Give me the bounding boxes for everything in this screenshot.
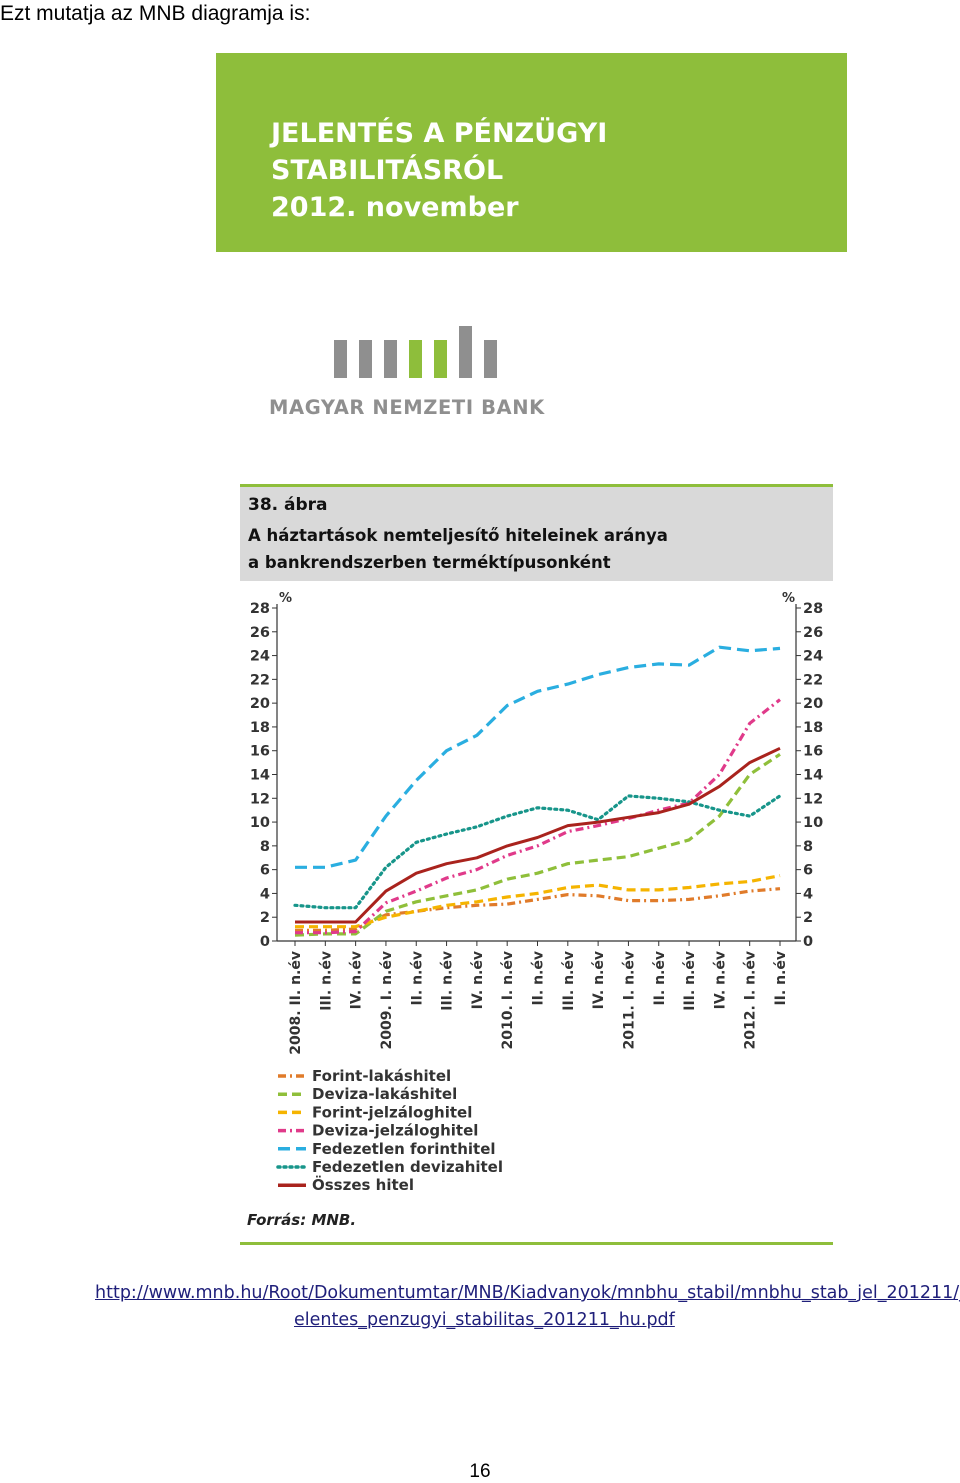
x-tick-label: 2011. I. n.év (621, 951, 637, 1049)
legend-label: Fedezetlen forinthitel (312, 1140, 496, 1158)
x-tick-label: II. n.év (652, 951, 668, 1006)
mnb-logo: MAGYAR NEMZETI BANK (266, 320, 566, 430)
banner-title-line2: 2012. november (271, 192, 519, 223)
y-tick-label-right: 6 (803, 863, 813, 879)
y-tick-label-left: 0 (260, 934, 270, 950)
series-line (295, 645, 781, 869)
x-tick-label: 2008. II. n.év (288, 951, 304, 1055)
x-tick-label: II. n.év (773, 951, 789, 1006)
series-line (294, 752, 781, 937)
x-tick-label: 2009. I. n.év (379, 951, 395, 1049)
series-line (295, 698, 781, 935)
y-tick-label-left: 22 (250, 672, 270, 688)
x-tick-label: IV. n.év (712, 951, 728, 1009)
legend-label: Összes hitel (312, 1175, 414, 1194)
x-tick-label: III. n.év (561, 951, 577, 1011)
banner-title: JELENTÉS A PÉNZÜGYI STABILITÁSRÓL 2012. … (271, 115, 847, 226)
figure-title-line2: a bankrendszerben terméktípusonként (248, 553, 611, 572)
legend-label: Fedezetlen devizahitel (312, 1158, 503, 1176)
y-tick-label-right: 14 (803, 768, 823, 784)
figure-title: A háztartások nemteljesítő hiteleinek ar… (248, 522, 668, 576)
y-tick-label-left: 6 (260, 863, 270, 879)
x-tick-label: 2012. I. n.év (743, 951, 759, 1049)
series-line (295, 887, 781, 932)
x-tick-label: 2010. I. n.év (500, 951, 516, 1049)
x-tick-label: III. n.év (682, 951, 698, 1011)
logo-text: MAGYAR NEMZETI BANK (269, 396, 545, 419)
y-tick-label-left: 12 (250, 791, 270, 807)
y-tick-label-right: 20 (803, 696, 823, 712)
y-tick-label-left: 8 (260, 839, 270, 855)
series-line (293, 794, 782, 910)
y-tick-label-right: 10 (803, 815, 823, 831)
y-tick-label-left: 26 (250, 625, 270, 641)
y-tick-label-right: 2 (803, 910, 813, 926)
legend-label: Deviza-jelzáloghitel (312, 1122, 478, 1140)
y-tick-label-right: 28 (803, 601, 823, 617)
x-tick-label: IV. n.év (591, 951, 607, 1009)
y-tick-label-left: 4 (260, 886, 270, 902)
source-link-line1[interactable]: http://www.mnb.hu/Root/Dokumentumtar/MNB… (95, 1283, 960, 1303)
figure-number: 38. ábra (248, 495, 328, 515)
figure-box: 38. ábra A háztartások nemteljesítő hite… (240, 484, 833, 1245)
legend-label: Deviza-lakáshitel (312, 1085, 457, 1103)
legend-label: Forint-jelzáloghitel (312, 1103, 472, 1121)
y-tick-label-left: 10 (250, 815, 270, 831)
y-tick-label-left: 24 (250, 649, 270, 665)
x-tick-label: III. n.év (440, 951, 456, 1011)
intro-text: Ezt mutatja az MNB diagramja is: (0, 2, 311, 25)
y-tick-label-left: 2 (260, 910, 270, 926)
banner-title-line1: JELENTÉS A PÉNZÜGYI STABILITÁSRÓL (271, 118, 608, 186)
y-tick-label-right: 12 (803, 791, 823, 807)
legend-label: Forint-lakáshitel (312, 1067, 451, 1085)
y-tick-label-left: 20 (250, 696, 270, 712)
x-tick-label: II. n.év (531, 951, 547, 1006)
x-tick-label: III. n.év (318, 951, 334, 1011)
page-number: 16 (469, 1461, 491, 1482)
y-tick-label-left: 28 (250, 601, 270, 617)
y-tick-label-right: 18 (803, 720, 823, 736)
mnb-bars-logo-icon (334, 326, 497, 378)
y-tick-label-right: 22 (803, 672, 823, 688)
x-tick-label: II. n.év (409, 951, 425, 1006)
y-tick-label-right: 8 (803, 839, 813, 855)
y-tick-label-left: 18 (250, 720, 270, 736)
y-tick-label-left: 14 (250, 768, 270, 784)
y-tick-label-left: 16 (250, 744, 270, 760)
series-line (295, 746, 781, 924)
source-link-line2[interactable]: elentes_penzugyi_stabilitas_201211_hu.pd… (294, 1310, 675, 1330)
y-tick-label-right: 24 (803, 649, 823, 665)
y-tick-label-right: 26 (803, 625, 823, 641)
figure-title-line1: A háztartások nemteljesítő hiteleinek ar… (248, 526, 668, 545)
y-unit-left: % (279, 591, 292, 606)
y-tick-label-right: 16 (803, 744, 823, 760)
y-tick-label-right: 0 (803, 934, 813, 950)
x-tick-label: IV. n.év (349, 951, 365, 1009)
y-unit-right: % (782, 591, 795, 606)
series-line (295, 874, 781, 929)
report-banner: JELENTÉS A PÉNZÜGYI STABILITÁSRÓL 2012. … (216, 53, 847, 252)
x-tick-label: IV. n.év (470, 951, 486, 1009)
figure-header: 38. ábra A háztartások nemteljesítő hite… (240, 487, 833, 581)
y-tick-label-right: 4 (803, 886, 813, 902)
figure-source: Forrás: MNB. (247, 1211, 357, 1229)
